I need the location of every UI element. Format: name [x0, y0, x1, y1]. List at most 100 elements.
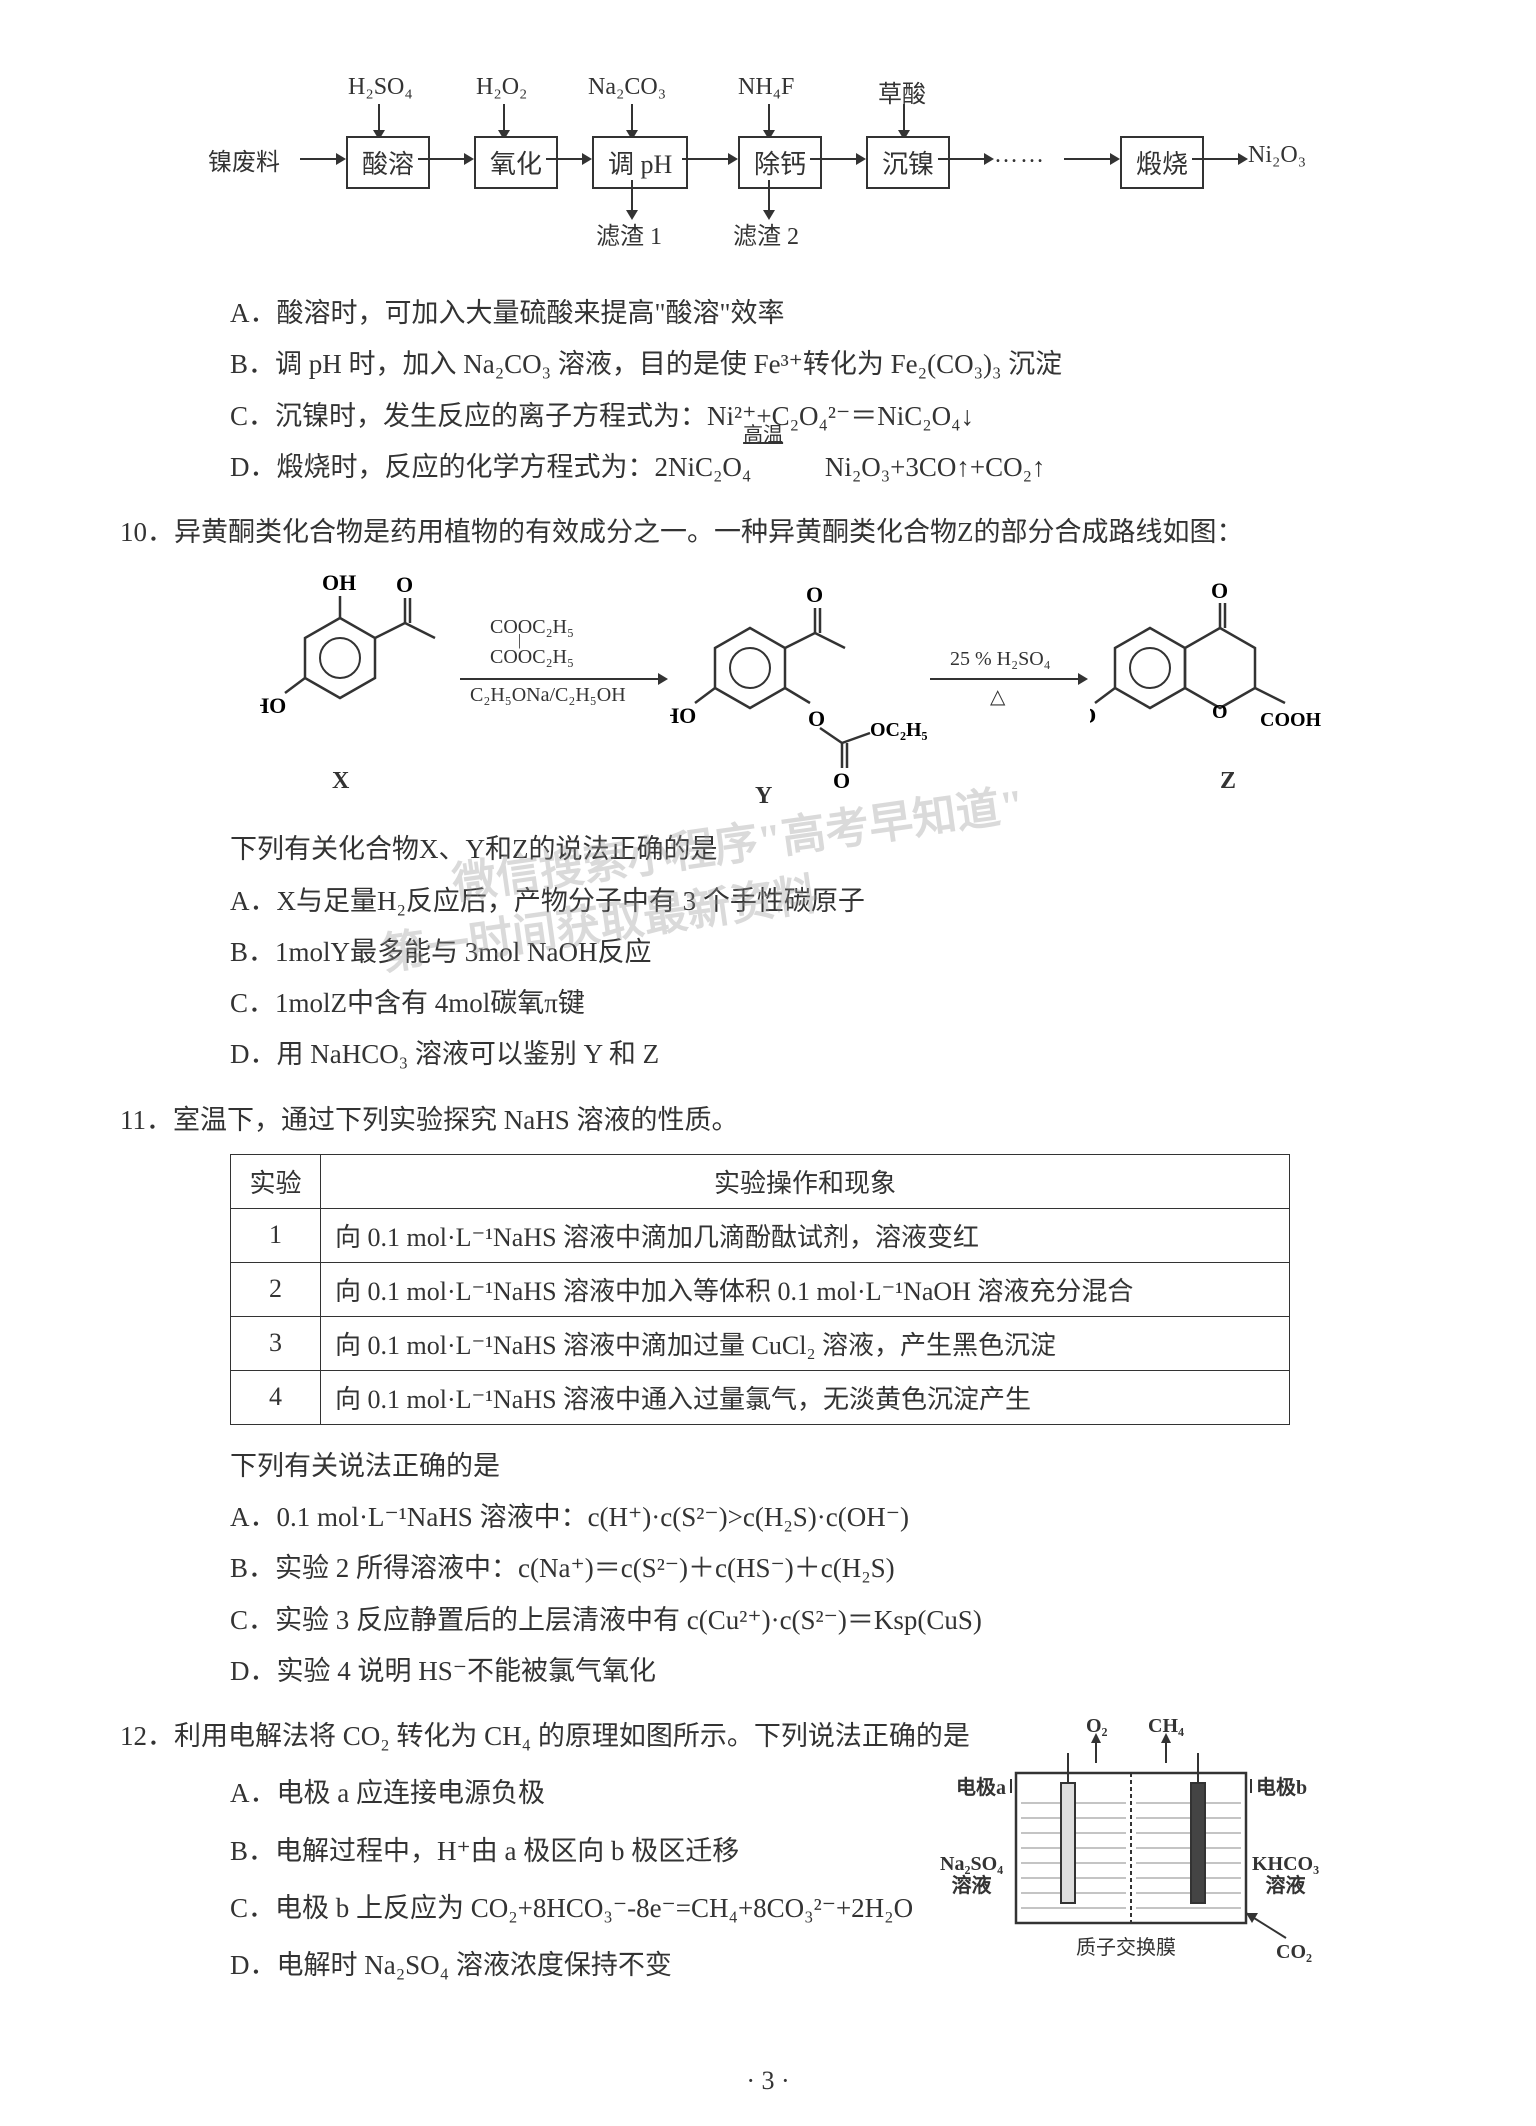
flow-box: 除钙: [738, 136, 822, 189]
gas-label-o2: O₂: [1086, 1709, 1108, 1744]
question-12: 12．利用电解法将 CO₂ 转化为 CH₄ 的原理如图所示。下列说法正确的是 A…: [120, 1713, 1416, 1989]
flow-arrow-down: [631, 104, 633, 132]
q11-sub: 下列有关说法正确的是: [120, 1443, 1416, 1490]
col-header: 实验操作和现象: [321, 1154, 1290, 1208]
flow-arrow: [1192, 158, 1240, 160]
table-row: 1 向 0.1 mol·L⁻¹NaHS 溶液中滴加几滴酚酞试剂，溶液变红: [231, 1208, 1290, 1262]
cell: 向 0.1 mol·L⁻¹NaHS 溶液中加入等体积 0.1 mol·L⁻¹Na…: [321, 1262, 1290, 1316]
benzene-ring-icon: OH HO O: [260, 568, 460, 768]
question-9-options: A．酸溶时，可加入大量硫酸来提高"酸溶"效率 B．调 pH 时，加入 Na₂CO…: [120, 290, 1416, 491]
cell: 4: [231, 1370, 321, 1424]
flow-input: Na₂CO₃: [588, 74, 666, 101]
option-d: D．实验 4 说明 HS⁻不能被氯气氧化: [170, 1648, 1416, 1695]
svg-text:O: O: [833, 768, 850, 793]
flow-box: 酸溶: [346, 136, 430, 189]
flow-input: 草酸: [878, 74, 926, 109]
flow-box: 沉镍: [866, 136, 950, 189]
condition-label: 25 % H₂SO₄: [950, 648, 1051, 671]
co2-label: CO₂: [1276, 1935, 1312, 1970]
option-b: B．调 pH 时，加入 Na₂CO₃ 溶液，目的是使 Fe³⁺转化为 Fe₂(C…: [170, 341, 1416, 388]
option-a: A．0.1 mol·L⁻¹NaHS 溶液中：c(H⁺)·c(S²⁻)>c(H₂S…: [170, 1494, 1416, 1541]
question-11: 11．室温下，通过下列实验探究 NaHS 溶液的性质。: [120, 1097, 1416, 1144]
na2so4-label: Na₂SO₄ 溶液: [940, 1853, 1003, 1897]
compound-label-x: X: [332, 768, 349, 795]
compound-x: OH HO O: [260, 568, 460, 768]
question-10-options: 下列有关化合物X、Y和Z的说法正确的是 A．X与足量H₂反应后，产物分子中有 3…: [120, 826, 1416, 1078]
process-flow-diagram: H₂SO₄ H₂O₂ Na₂CO₃ NH₄F 草酸 镍废料 酸溶 氧化 调 pH…: [218, 80, 1318, 260]
option-d-pre: D．煅烧时，反应的化学方程式为：2NiC₂O₄: [230, 452, 751, 482]
page-number: · 3 ·: [746, 2066, 789, 2096]
svg-text:COOH: COOH: [1260, 709, 1322, 731]
electrolysis-diagram: O₂ CH₄ 电极a 电极b Na₂SO₄ 溶液 KHCO₃ 溶液 质子交换膜 …: [946, 1713, 1316, 1973]
lead-line: [1010, 1779, 1012, 1793]
high-temp-label: 高温: [758, 418, 818, 453]
electrode-a-label: 电极a: [956, 1771, 1006, 1806]
fused-ring-icon: HO O O COOH: [1090, 568, 1330, 768]
option-b: B．实验 2 所得溶液中：c(Na⁺)＝c(S²⁻)＋c(HS⁻)＋c(H₂S): [170, 1545, 1416, 1592]
question-10: 10．异黄酮类化合物是药用植物的有效成分之一。一种异黄酮类化合物Z的部分合成路线…: [120, 509, 1416, 556]
option-c: C．实验 3 反应静置后的上层清液中有 c(Cu²⁺)·c(S²⁻)＝Ksp(C…: [170, 1597, 1416, 1644]
cell: 2: [231, 1262, 321, 1316]
flow-input: H₂O₂: [476, 74, 527, 101]
svg-text:O: O: [396, 572, 413, 597]
q10-sub: 下列有关化合物X、Y和Z的说法正确的是: [120, 826, 1416, 873]
question-11-options: 下列有关说法正确的是 A．0.1 mol·L⁻¹NaHS 溶液中：c(H⁺)·c…: [120, 1443, 1416, 1695]
electrode-b-label: 电极b: [1256, 1771, 1307, 1806]
flow-arrow-down: [768, 104, 770, 132]
flow-input: NH₄F: [738, 74, 794, 101]
cell: 向 0.1 mol·L⁻¹NaHS 溶液中滴加过量 CuCl₂ 溶液，产生黑色沉…: [321, 1316, 1290, 1370]
benzene-ring-icon: HO O O O OC₂H₅: [670, 568, 930, 798]
flow-end: Ni₂O₃: [1248, 142, 1306, 169]
svg-text:O: O: [806, 582, 823, 607]
flow-input: H₂SO₄: [348, 74, 413, 101]
svg-text:O: O: [1212, 701, 1228, 723]
q10-stem: 10．异黄酮类化合物是药用植物的有效成分之一。一种异黄酮类化合物Z的部分合成路线…: [120, 509, 1416, 556]
khco3-label: KHCO₃ 溶液: [1252, 1853, 1319, 1897]
flow-arrow: [810, 158, 858, 160]
reagent-label: COOC₂H₅: [490, 646, 574, 669]
option-c: C．1molZ中含有 4mol碳氧π键: [170, 980, 1416, 1027]
cell: 向 0.1 mol·L⁻¹NaHS 溶液中滴加几滴酚酞试剂，溶液变红: [321, 1208, 1290, 1262]
compound-label-y: Y: [755, 783, 772, 810]
flow-arrow-down: [768, 180, 770, 212]
condition-label: C₂H₅ONa/C₂H₅OH: [470, 684, 626, 707]
flow-box: 调 pH: [592, 136, 688, 189]
compound-z: HO O O COOH: [1090, 568, 1330, 768]
condition-label: △: [990, 684, 1005, 709]
option-a: A．X与足量H₂反应后，产物分子中有 3 个手性碳原子: [170, 878, 1416, 925]
cell: 3: [231, 1316, 321, 1370]
reaction-arrow: [930, 678, 1080, 680]
table-row: 4 向 0.1 mol·L⁻¹NaHS 溶液中通入过量氯气，无淡黄色沉淀产生: [231, 1370, 1290, 1424]
cell: 向 0.1 mol·L⁻¹NaHS 溶液中通入过量氯气，无淡黄色沉淀产生: [321, 1370, 1290, 1424]
flow-arrow-down: [378, 104, 380, 132]
high-temp-arrow: 高温: [758, 444, 818, 491]
flow-arrow: [1064, 158, 1112, 160]
flow-arrow-down: [503, 104, 505, 132]
compound-y: HO O O O OC₂H₅: [670, 568, 930, 798]
col-header: 实验: [231, 1154, 321, 1208]
lead-line: [1250, 1779, 1252, 1793]
q11-stem: 11．室温下，通过下列实验探究 NaHS 溶液的性质。: [120, 1097, 1416, 1144]
flow-box: 煅烧: [1120, 136, 1204, 189]
flow-arrow-down: [903, 104, 905, 132]
flow-arrow: [300, 158, 338, 160]
reaction-arrow: [460, 678, 660, 680]
flow-arrow: [546, 158, 584, 160]
flow-start: 镍废料: [208, 142, 280, 177]
gas-label-ch4: CH₄: [1148, 1709, 1184, 1744]
flow-arrow: [682, 158, 730, 160]
svg-text:OC₂H₅: OC₂H₅: [870, 719, 928, 741]
option-d: D．煅烧时，反应的化学方程式为：2NiC₂O₄ 高温 Ni₂O₃+3CO↑+CO…: [170, 444, 1416, 491]
flow-arrow: [938, 158, 986, 160]
cell: 1: [231, 1208, 321, 1262]
table-row: 2 向 0.1 mol·L⁻¹NaHS 溶液中加入等体积 0.1 mol·L⁻¹…: [231, 1262, 1290, 1316]
flow-box: 氧化: [474, 136, 558, 189]
table-row: 3 向 0.1 mol·L⁻¹NaHS 溶液中滴加过量 CuCl₂ 溶液，产生黑…: [231, 1316, 1290, 1370]
svg-text:HO: HO: [1090, 703, 1096, 728]
flow-residue: 滤渣 1: [596, 216, 662, 251]
option-d-post: Ni₂O₃+3CO↑+CO₂↑: [825, 452, 1046, 482]
svg-text:O: O: [1211, 578, 1228, 603]
option-b: B．1molY最多能与 3mol NaOH反应: [170, 929, 1416, 976]
flow-residue: 滤渣 2: [733, 216, 799, 251]
svg-text:HO: HO: [670, 703, 696, 728]
